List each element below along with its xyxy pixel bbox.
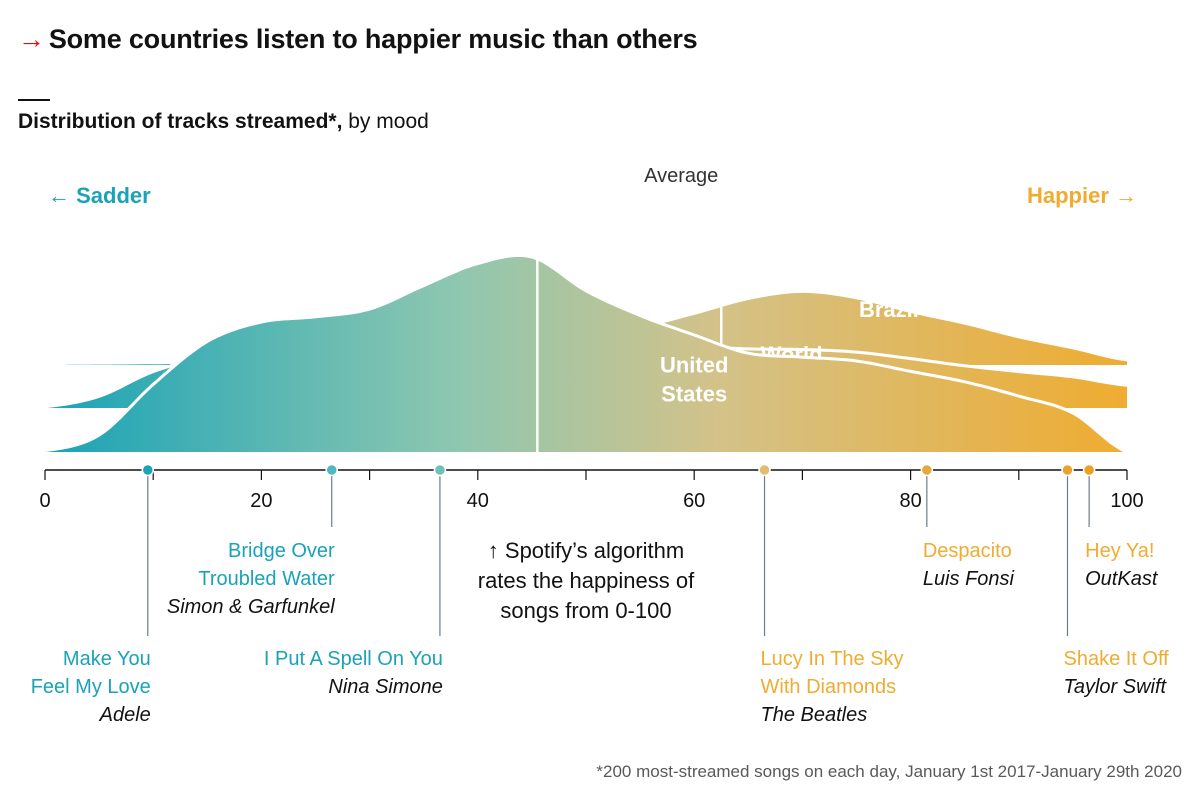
sadder-label: ← Sadder (48, 183, 151, 208)
ridge-area-brazil (66, 292, 1128, 365)
song-marker (1082, 463, 1096, 477)
song-artist: The Beatles (761, 704, 868, 726)
x-tick-label: 40 (467, 490, 489, 512)
song-marker (1061, 463, 1074, 477)
song-artist: Luis Fonsi (923, 568, 1015, 590)
song-artist: Simon & Garfunkel (167, 596, 335, 618)
song-artist: Adele (99, 704, 151, 726)
title-arrow-icon: → (18, 24, 45, 54)
song-artist: Taylor Swift (1063, 676, 1167, 698)
song-title: Feel My Love (31, 676, 151, 698)
song-title: Shake It Off (1063, 648, 1169, 670)
song-title: Make You (63, 648, 151, 670)
x-tick-label: 80 (899, 490, 921, 512)
series-label-united-states: States (661, 382, 727, 407)
chart-title: → Some countries listen to happier music … (18, 24, 698, 55)
song-artist: OutKast (1085, 568, 1159, 590)
average-label: Average (644, 165, 718, 187)
annotation-line: songs from 0-100 (500, 598, 671, 623)
up-arrow-icon: ↑ (488, 538, 505, 563)
song-title: Bridge Over (228, 540, 335, 562)
series-label-brazil: Brazil (859, 297, 919, 322)
song-title: With Diamonds (761, 676, 897, 698)
x-tick-label: 100 (1110, 490, 1143, 512)
x-tick-label: 0 (39, 490, 50, 512)
song-marker (325, 463, 338, 477)
annotation-text: Spotify’s algorithm (505, 538, 684, 563)
song-marker (758, 463, 771, 477)
song-title: I Put A Spell On You (264, 648, 443, 670)
song-marker (433, 463, 447, 477)
happier-label: Happier → (1027, 183, 1137, 208)
song-title: Troubled Water (198, 568, 335, 590)
subtitle-bold: Distribution of tracks streamed*, (18, 110, 343, 133)
footnote: *200 most-streamed songs on each day, Ja… (596, 762, 1182, 781)
title-rule (18, 99, 50, 101)
song-marker (920, 463, 934, 477)
ridge-area-united-states (45, 255, 1127, 452)
ridge-outline-united-states (44, 254, 1128, 454)
x-tick-label: 60 (683, 490, 705, 512)
song-title: Hey Ya! (1085, 540, 1154, 562)
series-label-united-states: United (660, 353, 728, 378)
song-marker (141, 463, 155, 477)
chart-title-text: Some countries listen to happier music t… (48, 24, 698, 54)
annotation-line: ↑ Spotify’s algorithm (488, 538, 684, 563)
song-title: Lucy In The Sky (761, 648, 904, 670)
song-artist: Nina Simone (328, 676, 443, 698)
song-title: Despacito (923, 540, 1012, 562)
subtitle-regular: by mood (342, 110, 429, 133)
x-tick-label: 20 (250, 490, 272, 512)
annotation-line: rates the happiness of (478, 568, 695, 593)
chart-subtitle: Distribution of tracks streamed*, by moo… (18, 110, 429, 134)
